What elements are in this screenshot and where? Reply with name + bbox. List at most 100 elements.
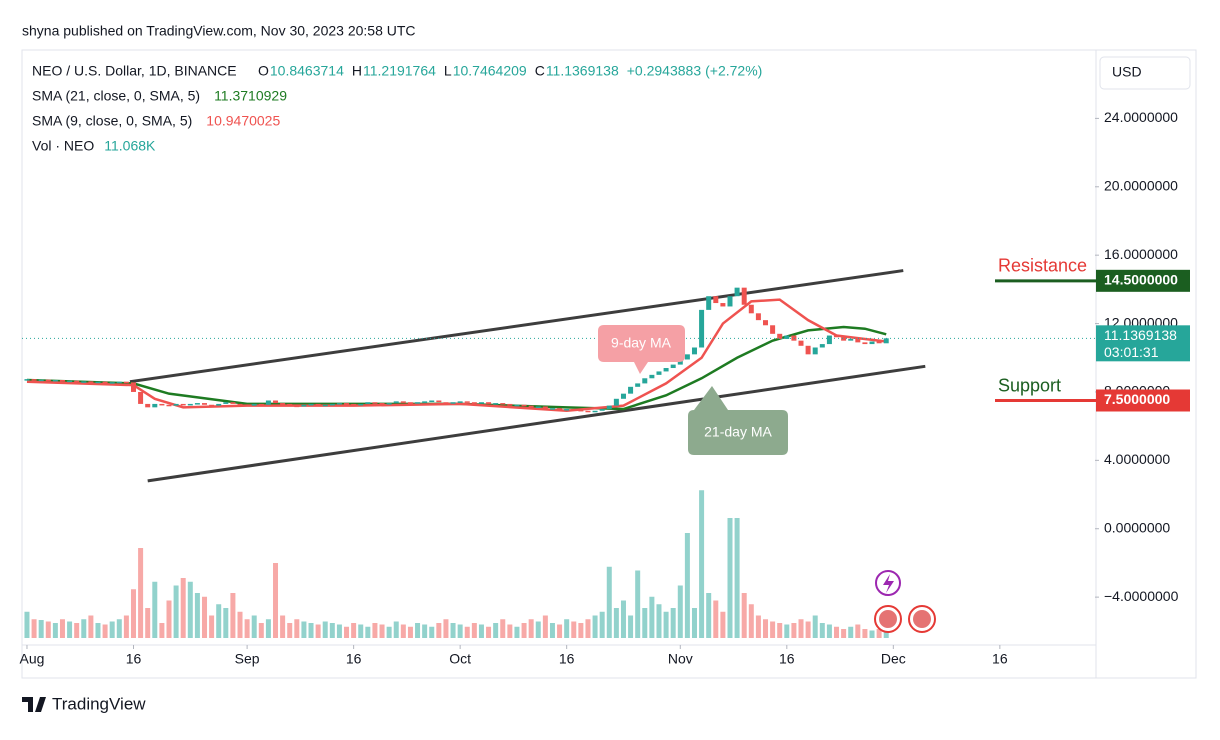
candle [308,403,314,406]
candle [777,333,783,339]
candle [471,402,477,404]
candle [585,410,591,413]
volume-bar [372,623,378,638]
candle [642,378,648,384]
candle [216,403,222,406]
ohlc-key: H [352,63,362,79]
candle [329,403,335,406]
candle [571,409,577,411]
candle [741,287,747,305]
volume-bar [585,619,591,638]
candle [457,401,463,403]
volume-bar [578,623,584,638]
volume-bar [663,611,669,638]
candle [351,403,357,406]
candle [130,382,136,392]
candle [848,338,854,341]
y-tick-label: 4.0000000 [1104,451,1170,467]
x-tick-label: Dec [881,651,906,667]
volume-bar [841,629,847,638]
volume-bar [812,615,818,638]
volume-bar [478,624,484,638]
volume-bar [422,624,428,638]
legend: NEO / U.S. Dollar, 1D, BINANCE O 10.84637… [32,63,762,154]
candle [564,409,570,411]
volume-bar [180,578,186,638]
volume-bar [691,608,697,638]
candle [280,403,286,405]
candle [344,403,350,405]
volume-bar [734,518,740,638]
candle [699,309,705,348]
volume-bar [223,608,229,638]
volume-bar [400,624,406,638]
annotation-box [688,386,788,455]
candle [507,403,513,406]
candle [535,406,541,408]
publish-note: shyna published on TradingView.com, Nov … [22,23,416,39]
candle [358,403,364,406]
volume-bar [699,490,705,638]
candle [670,364,676,369]
candle [677,359,683,365]
candle [123,381,129,384]
candle [365,402,371,404]
volume-bar [763,619,769,638]
change-pct: (+2.72%) [705,63,762,79]
candle [592,410,598,413]
volume-bar [45,621,51,638]
candle [372,402,378,404]
volume-bar [216,604,222,638]
candle [429,400,435,403]
brand-name: TradingView [52,694,146,713]
candle [244,404,250,407]
candle [273,400,279,404]
annotation-text: 9-day MA [611,335,672,351]
x-tick-label: Oct [449,651,471,667]
candle [209,404,215,407]
volume-bar [770,621,776,638]
candle [869,341,875,345]
volume-bar [684,533,690,638]
candle [187,403,193,406]
annotation-text: 21-day MA [704,424,772,440]
x-tick-label: 16 [992,651,1008,667]
event-icon [879,610,897,628]
candle [109,382,115,384]
volume-bar [798,619,804,638]
candle [322,404,328,407]
candle [379,403,385,405]
volume-bar [429,626,435,638]
event-icon [913,610,931,628]
candle [549,408,555,410]
currency-button[interactable] [1099,56,1191,90]
volume-bar [67,621,73,638]
candle [684,354,690,360]
candle [152,403,158,408]
candle [45,379,51,382]
logo-mark [22,697,46,712]
volume-bar [173,585,179,638]
level-label: 14.5000000 [1104,272,1178,288]
candle [422,401,428,403]
y-tick-label: 0.0000000 [1104,519,1170,535]
volume-bar [59,619,65,638]
volume-bar [74,623,80,638]
candle [855,338,861,343]
plot [22,117,1099,649]
volume-bar [436,623,442,638]
candle [24,379,30,381]
volume-value: 11.068K [104,138,156,154]
volume-bar [620,600,626,638]
volume-bar [230,593,236,638]
volume-bar [486,626,492,638]
volume-bar [237,611,243,638]
volume-bar [116,619,122,638]
volume-bar [791,623,797,638]
candle [557,408,563,410]
volume-bar [379,624,385,638]
volume-bar [280,615,286,638]
volume-bar [251,615,257,638]
volume-bar [848,626,854,638]
candle [748,304,754,314]
